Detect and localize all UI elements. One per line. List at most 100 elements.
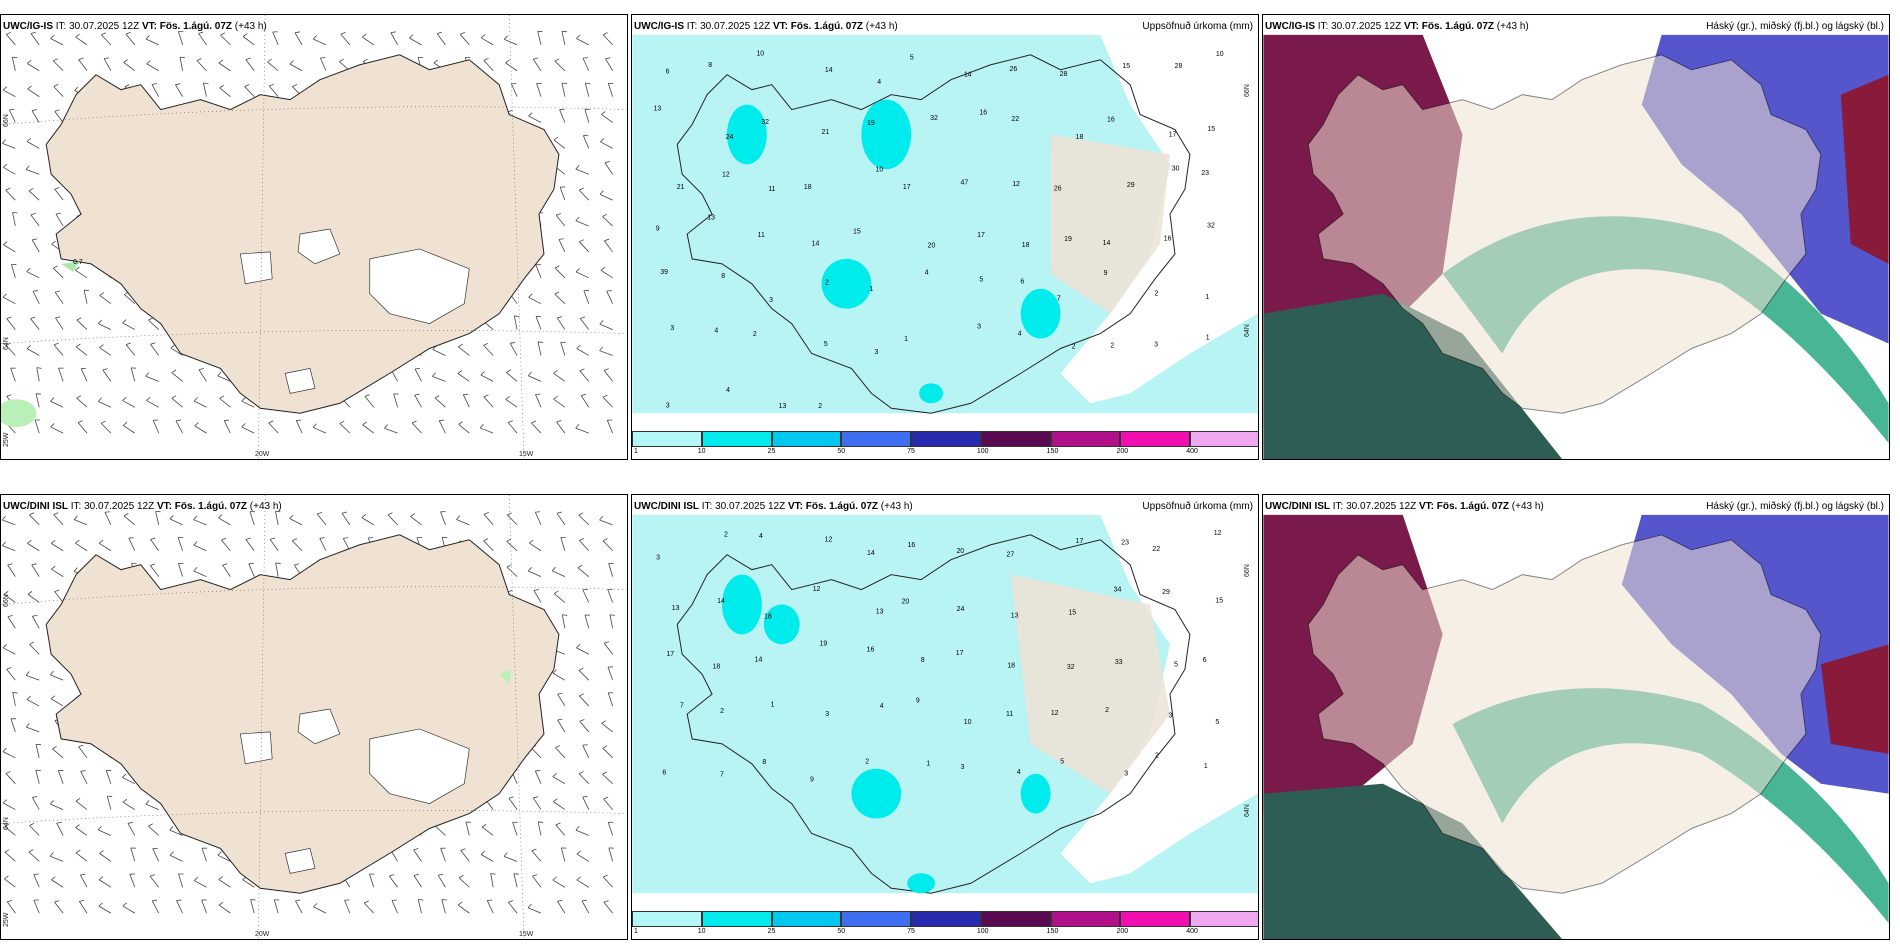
wind-barb (98, 400, 112, 408)
wind-barb (537, 821, 542, 836)
wind-barb (54, 111, 64, 123)
wind-barb-flag (123, 512, 129, 517)
wind-barb (605, 58, 613, 71)
wind-barb (10, 368, 16, 382)
precip-value: 5 (1060, 759, 1064, 766)
wind-barb-flag (552, 773, 557, 777)
wind-barb (535, 264, 542, 278)
wind-barb-flag (364, 394, 370, 397)
wind-barb-flag (151, 83, 157, 85)
wind-barb (54, 591, 64, 603)
wind-barb (5, 34, 16, 46)
wind-barb (5, 189, 16, 201)
precip-value: 28 (1060, 71, 1068, 78)
wind-barb-flag (49, 800, 54, 805)
wind-barb (75, 269, 88, 279)
precip-value: 5 (1215, 719, 1219, 726)
wind-barb-flag (122, 396, 127, 401)
wind-barb-flag (602, 745, 608, 749)
precip-value: 15 (1215, 598, 1223, 605)
wind-barb (532, 875, 542, 888)
wind-barb-flag (460, 32, 465, 35)
precip-value: 19 (867, 120, 875, 127)
precip-value: 13 (672, 605, 680, 612)
wind-map (1, 495, 627, 939)
wind-barb-flag (505, 395, 510, 400)
wind-barb-flag (557, 316, 563, 319)
precip-value: 27 (1007, 551, 1015, 558)
wind-barb (504, 39, 518, 46)
wind-barb (218, 517, 231, 526)
precip-value: 19 (820, 641, 828, 648)
wind-barb (527, 907, 542, 914)
precip-value: 8 (762, 759, 766, 766)
wind-barb-flag (12, 691, 18, 694)
wind-barb (483, 540, 494, 552)
wind-barb-flag (145, 35, 150, 40)
wind-barb (193, 400, 207, 408)
precip-value: 32 (761, 119, 769, 126)
wind-barb-flag (49, 852, 54, 857)
wind-barb (313, 38, 327, 46)
wind-barb-flag (54, 589, 60, 592)
precip-value: 34 (1114, 586, 1122, 593)
colorbar-segment (701, 431, 772, 447)
wind-barb-flag (457, 901, 463, 906)
wind-barb (272, 31, 279, 46)
wind-barb (150, 343, 160, 356)
wind-barb (560, 537, 566, 551)
wind-barb-flag (98, 876, 104, 881)
wind-barb-flag (554, 58, 560, 62)
wind-barb (221, 539, 231, 552)
wind-barb-flag (439, 419, 445, 422)
wind-barb (53, 86, 64, 97)
wind-barb-flag (483, 394, 489, 398)
wind-barb-flag (51, 565, 56, 570)
wind-barb-flag (531, 848, 537, 852)
wind-barb (440, 848, 446, 862)
wind-barb-flag (603, 900, 609, 903)
wind-barb-flag (603, 874, 608, 878)
lat-label: 25W (3, 432, 10, 447)
precip-colorbar: 1 10 25 50 75 100 150 200 400 (632, 911, 1258, 935)
wind-barb (25, 169, 40, 175)
wind-barb (599, 194, 613, 201)
wind-barb (176, 900, 183, 914)
wind-barb-flag (480, 34, 486, 39)
precip-value: 2 (753, 331, 757, 338)
wind-barb-flag (438, 873, 444, 876)
wind-barb-flag (242, 33, 248, 37)
wind-barb-flag (73, 567, 78, 572)
wind-barb (217, 854, 231, 862)
precip-value: 7 (1057, 295, 1061, 302)
wind-barb-flag (410, 513, 415, 517)
wind-barb (411, 422, 422, 434)
wind-barb-flag (528, 112, 533, 117)
wind-barb-flag (480, 850, 485, 855)
wind-barb-flag (148, 317, 154, 321)
wind-barb-flag (3, 163, 8, 168)
wind-barb-flag (313, 35, 317, 40)
wind-barb-flag (7, 615, 13, 618)
wind-barb-flag (12, 212, 18, 214)
wind-barb (582, 796, 590, 810)
colorbar-segment (701, 911, 772, 927)
wind-barb (599, 323, 613, 330)
wind-barb-flag (36, 367, 42, 369)
wind-barb-flag (50, 397, 55, 402)
wind-barb (33, 900, 40, 914)
wind-barb (295, 900, 303, 914)
precip-value: 12 (825, 537, 833, 544)
wind-barb-flag (269, 83, 274, 87)
colorbar-segment (771, 911, 842, 927)
wind-barb-flag (7, 899, 13, 903)
precip-value: 17 (1169, 131, 1177, 138)
precip-value: 28 (1175, 63, 1183, 70)
wind-barb-flag (533, 57, 539, 60)
wind-barb (31, 110, 40, 123)
wind-barb-flag (75, 266, 80, 271)
wind-barb-flag (150, 342, 156, 345)
wind-barb (203, 82, 207, 97)
wind-barb (242, 36, 255, 46)
